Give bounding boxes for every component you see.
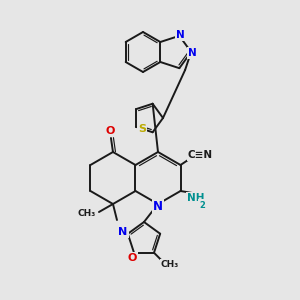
Text: CH₃: CH₃ (161, 260, 179, 269)
Text: N: N (153, 200, 163, 212)
Text: 2: 2 (200, 200, 206, 209)
Text: NH: NH (187, 193, 204, 203)
Text: O: O (105, 126, 115, 136)
Text: N: N (176, 30, 185, 40)
Text: N: N (188, 48, 197, 58)
Text: N: N (118, 227, 128, 237)
Text: S: S (138, 124, 146, 134)
Text: C≡N: C≡N (188, 150, 213, 160)
Text: O: O (127, 253, 137, 263)
Text: CH₃: CH₃ (78, 209, 96, 218)
